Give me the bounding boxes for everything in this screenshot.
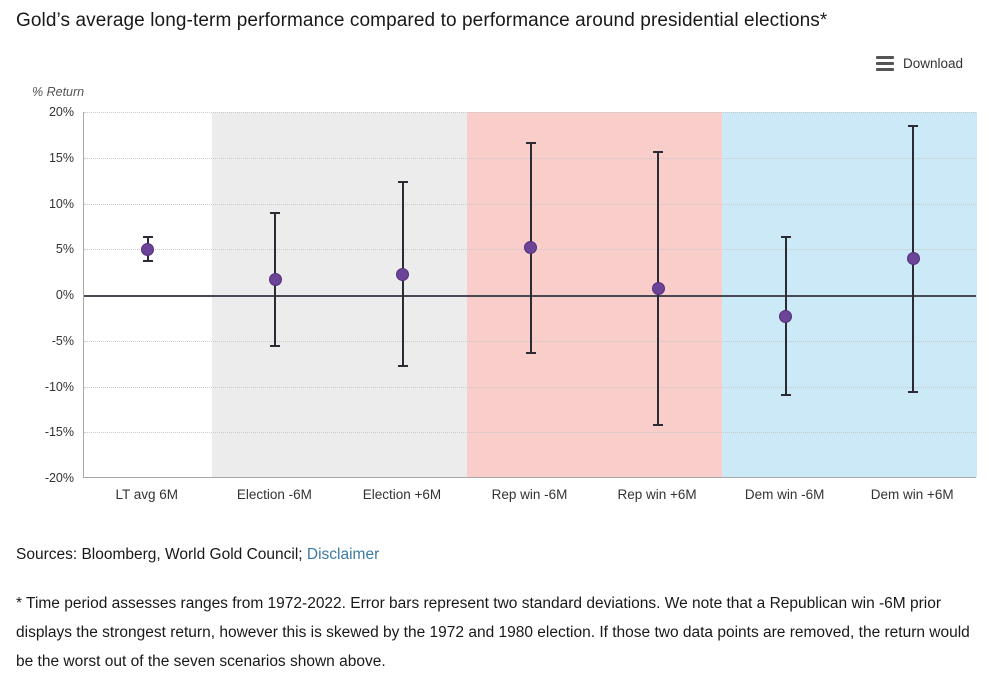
- band-all-elections: [211, 112, 467, 477]
- sources-line: Sources: Bloomberg, World Gold Council; …: [16, 546, 976, 564]
- error-bar-cap: [525, 351, 536, 354]
- error-bar-cap: [780, 393, 791, 396]
- x-axis-label: LT avg 6M: [115, 487, 179, 502]
- gridline: [84, 386, 976, 388]
- y-tick-label: 5%: [55, 242, 74, 257]
- error-bar-cap: [653, 423, 664, 426]
- error-bar-cap: [653, 151, 664, 154]
- footnote: * Time period assesses ranges from 1972-…: [16, 595, 970, 670]
- error-bar-cap: [142, 260, 153, 263]
- data-point[interactable]: [396, 268, 410, 282]
- sources-text: Sources: Bloomberg, World Gold Council;: [16, 546, 307, 563]
- error-bar-cap: [142, 236, 153, 239]
- download-button[interactable]: Download: [875, 56, 963, 71]
- y-tick-label: 15%: [48, 150, 74, 165]
- data-point[interactable]: [268, 272, 282, 286]
- gridline: [84, 432, 976, 434]
- error-bar-cap: [908, 390, 919, 393]
- x-axis-label: Rep win +6M: [617, 487, 697, 502]
- x-axis-label: Election +6M: [362, 487, 442, 502]
- chart-plot-area: [83, 112, 977, 478]
- y-tick-label: -10%: [44, 379, 74, 394]
- gridline: [84, 112, 976, 113]
- y-tick-label: 10%: [48, 196, 74, 211]
- x-axis-label: Rep win -6M: [491, 487, 568, 502]
- data-point[interactable]: [651, 282, 665, 296]
- band-republican-win: [466, 112, 722, 477]
- error-bar-cap: [397, 365, 408, 368]
- y-tick-label: 0%: [55, 288, 74, 302]
- page-title: Gold’s average long-term performance com…: [16, 10, 828, 31]
- y-tick-label: -20%: [44, 471, 74, 485]
- error-bar-cap: [397, 181, 408, 184]
- x-axis-label: Dem win -6M: [744, 487, 825, 502]
- error-bar-cap: [270, 211, 281, 214]
- download-menu-icon: [875, 56, 894, 71]
- x-axis-label: Election -6M: [236, 487, 312, 502]
- y-axis-title: % Return: [32, 85, 85, 99]
- data-point[interactable]: [779, 309, 793, 323]
- y-tick-label: -5%: [51, 333, 74, 348]
- band-democrat-win: [721, 112, 977, 477]
- data-point[interactable]: [141, 242, 155, 256]
- error-bar-cap: [908, 124, 919, 127]
- data-point[interactable]: [524, 240, 537, 254]
- error-bar-cap: [270, 345, 281, 348]
- x-axis-label: Dem win +6M: [870, 487, 954, 502]
- error-bar-cap: [525, 142, 536, 145]
- y-tick-label: -15%: [44, 425, 74, 440]
- data-point[interactable]: [906, 251, 920, 265]
- band-long-term-average: [84, 112, 212, 477]
- disclaimer-link[interactable]: Disclaimer: [306, 546, 380, 563]
- y-axis-ticks: 20% 15% 10% 5% 0% -5% -10% -15% -20%: [0, 105, 74, 485]
- error-bar-cap: [780, 236, 791, 239]
- y-tick-label: 20%: [48, 105, 74, 119]
- download-label: Download: [902, 56, 963, 71]
